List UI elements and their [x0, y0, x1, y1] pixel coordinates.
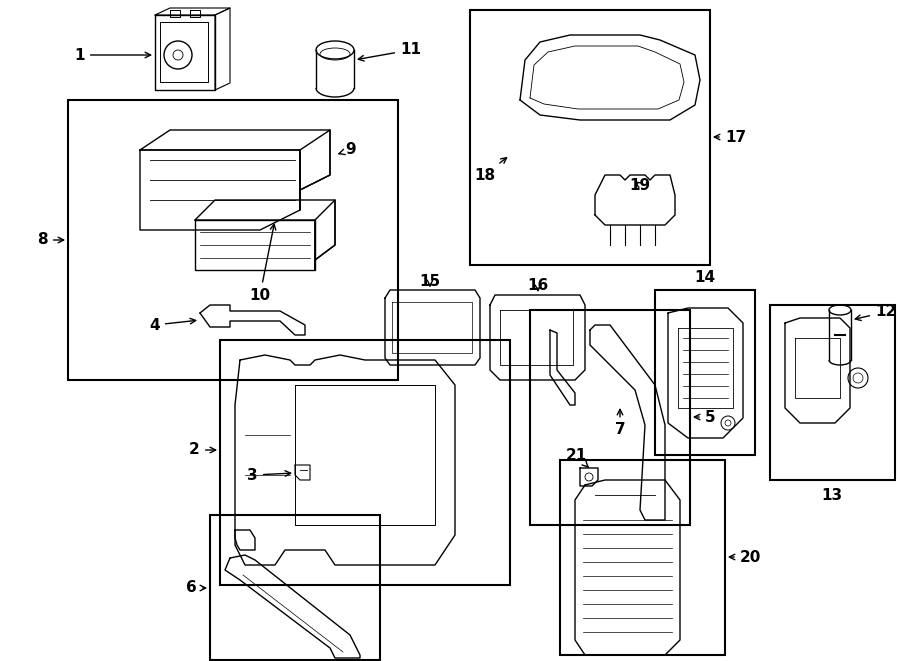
Text: 4: 4	[149, 317, 195, 332]
Text: 9: 9	[339, 143, 356, 157]
Text: 21: 21	[565, 447, 589, 467]
Text: 18: 18	[474, 158, 507, 182]
Text: 13: 13	[822, 488, 842, 502]
Text: 15: 15	[419, 274, 441, 290]
Bar	[770, 305, 895, 480]
Text: 14: 14	[695, 270, 716, 286]
Bar	[560, 460, 725, 655]
Text: 1: 1	[75, 48, 150, 63]
Text: 3: 3	[248, 467, 291, 483]
Text: 12: 12	[855, 305, 896, 321]
Bar	[68, 100, 398, 380]
Text: 2: 2	[189, 442, 216, 457]
Bar	[470, 10, 710, 265]
Text: 6: 6	[186, 580, 206, 596]
Text: 5: 5	[705, 410, 716, 424]
Text: 7: 7	[615, 409, 626, 438]
Text: 11: 11	[358, 42, 421, 61]
Text: 17: 17	[725, 130, 746, 145]
Text: 10: 10	[249, 224, 275, 303]
Text: 20: 20	[740, 549, 761, 564]
Bar	[210, 515, 380, 660]
Bar	[655, 290, 755, 455]
Text: 16: 16	[527, 278, 549, 293]
Bar	[220, 340, 510, 585]
Text: 19: 19	[629, 178, 651, 192]
Text: 8: 8	[38, 233, 64, 247]
Bar	[530, 310, 690, 525]
